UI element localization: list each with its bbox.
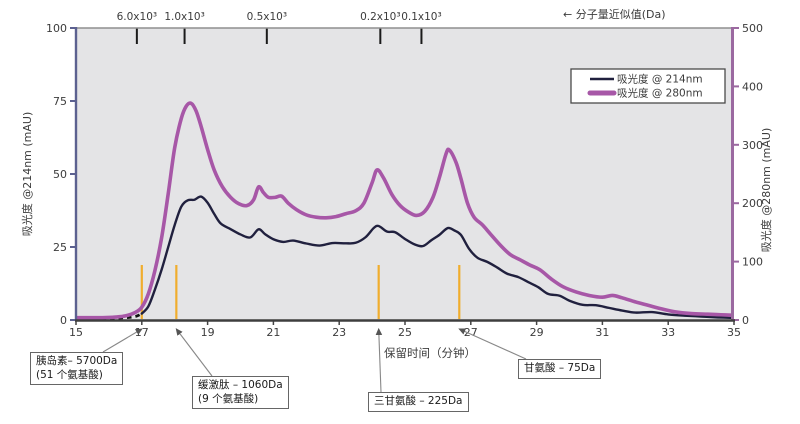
mw-tick-label: 0.2x10³ (360, 11, 400, 23)
annotation-line: 甘氨酸 – 75Da (524, 362, 596, 374)
annotation-insulin: 胰岛素– 5700Da (51 个氨基酸) (30, 352, 124, 386)
x-tick-label: 21 (266, 326, 280, 339)
mw-tick-label: 0.5x10³ (247, 11, 287, 23)
x-tick-label: 25 (398, 326, 412, 339)
right-tick-label: 0 (742, 314, 749, 327)
x-tick-label: 29 (530, 326, 544, 339)
annotation-line: (9 个氨基酸) (198, 392, 259, 405)
elution-markers (140, 265, 461, 319)
right-tick-label: 400 (742, 80, 763, 93)
mw-tick-label: 0.1x10³ (401, 11, 441, 23)
left-tick-label: 100 (46, 22, 67, 35)
annotation-leader (102, 328, 143, 353)
left-axis-title: 吸光度 @214nm (mAU) (20, 112, 34, 237)
annotation-leader (458, 328, 527, 360)
annotation-triglycine: 三甘氨酸 – 225Da (368, 392, 469, 412)
curves (76, 101, 734, 320)
right-tick-label: 200 (742, 197, 763, 210)
legend: 吸光度 @ 214nm 吸光度 @ 280nm (570, 68, 726, 104)
legend-box (570, 68, 726, 104)
molecular-weight-note: ← 分子量近似值(Da) (563, 8, 666, 21)
x-tick-label: 19 (201, 326, 215, 339)
legend-label-280nm: 吸光度 @ 280nm (617, 87, 703, 100)
molecular-weight-axis: 6.0x10³ 1.0x10³ 0.5x10³ 0.2x10³ 0.1x10³ (117, 11, 442, 44)
annotation-line: 缓激肽 – 1060Da (198, 379, 283, 391)
annotation-line: 三甘氨酸 – 225Da (374, 395, 463, 407)
annotation-glycine: 甘氨酸 – 75Da (518, 359, 602, 379)
legend-label-214nm: 吸光度 @ 214nm (617, 73, 703, 86)
mw-tick-label: 6.0x10³ (117, 11, 157, 23)
annotation-line: (51 个氨基酸) (36, 368, 103, 381)
annotation-line: 胰岛素– 5700Da (36, 355, 118, 367)
annotation-leader-lines (102, 327, 527, 393)
x-tick-label: 23 (332, 326, 346, 339)
mw-tick-label: 1.0x10³ (164, 11, 204, 23)
x-tick-label: 31 (595, 326, 609, 339)
left-tick-label: 50 (53, 168, 67, 181)
x-tick-label: 35 (727, 326, 741, 339)
left-tick-label: 25 (53, 241, 67, 254)
series-214nm-curve (140, 195, 734, 320)
right-tick-label: 500 (742, 22, 763, 35)
annotation-leader (175, 328, 213, 377)
x-tick-label: 33 (661, 326, 675, 339)
left-tick-label: 75 (53, 95, 67, 108)
right-tick-label: 100 (742, 256, 763, 269)
series-214nm-baseline (76, 312, 143, 320)
annotation-bradykinin: 缓激肽 – 1060Da (9 个氨基酸) (192, 376, 289, 410)
series-280nm-curve (76, 101, 734, 320)
annotation-leader (375, 327, 383, 393)
left-tick-label: 0 (60, 314, 67, 327)
right-tick-label: 300 (742, 139, 763, 152)
x-tick-label: 15 (69, 326, 83, 339)
x-axis-title: 保留时间（分钟） (384, 346, 476, 360)
right-axis-title: 吸光度 @280nm (mAU) (759, 128, 773, 253)
